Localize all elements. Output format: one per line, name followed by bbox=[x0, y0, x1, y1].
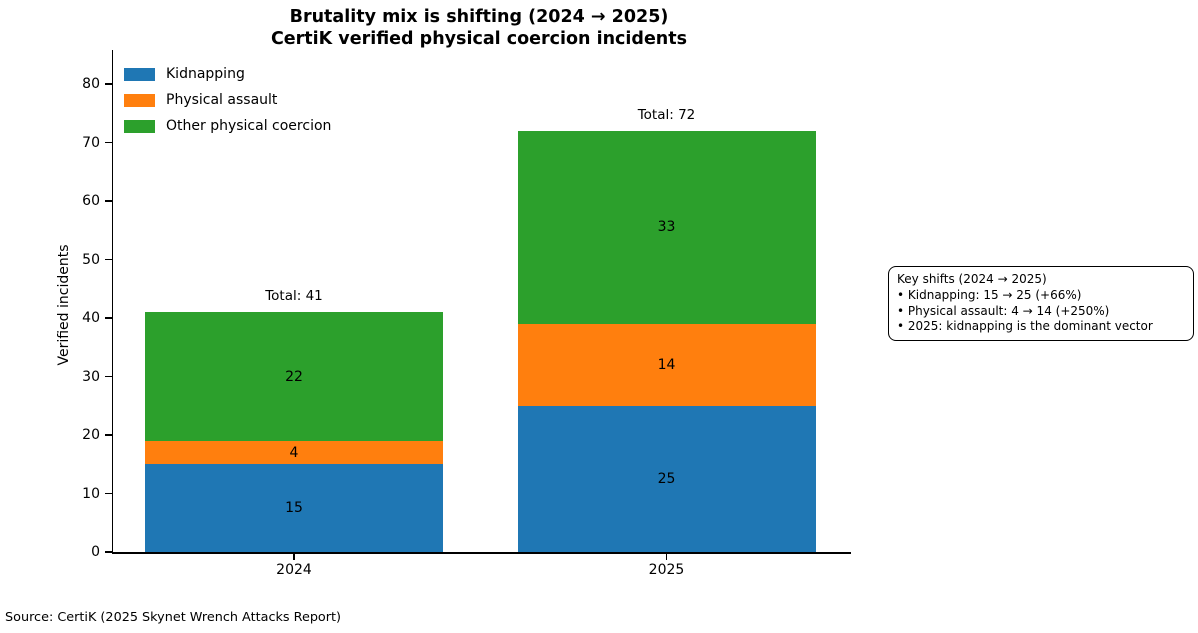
annotation-bullet: • 2025: kidnapping is the dominant vecto… bbox=[897, 319, 1153, 334]
bar-segment-physical-assault: 4 bbox=[145, 440, 443, 465]
y-tick bbox=[105, 200, 112, 202]
y-tick bbox=[105, 375, 112, 378]
source-note: Source: CertiK (2025 Skynet Wrench Attac… bbox=[5, 610, 342, 625]
y-tick-label: 20 bbox=[82, 427, 100, 443]
annotation-bullet: • Kidnapping: 15 → 25 (+66%) bbox=[897, 287, 1082, 302]
x-tick bbox=[293, 553, 295, 560]
y-tick bbox=[105, 492, 112, 495]
x-tick bbox=[665, 553, 668, 560]
legend-swatch-physical-assault bbox=[124, 93, 155, 107]
legend-swatch-kidnapping bbox=[124, 67, 155, 81]
x-tick-label: 2025 bbox=[648, 562, 685, 578]
legend-label: Physical assault bbox=[166, 92, 278, 108]
legend-item: Kidnapping bbox=[124, 66, 331, 82]
bar-segment-other-physical-coercion: 22 bbox=[145, 312, 443, 441]
chart-title-line1: Brutality mix is shifting (2024 → 2025) bbox=[289, 7, 669, 27]
legend-label: Kidnapping bbox=[166, 66, 245, 82]
x-axis-line bbox=[111, 552, 851, 554]
y-tick-label: 80 bbox=[82, 76, 100, 92]
y-tick bbox=[105, 434, 112, 436]
bar-segment-kidnapping: 15 bbox=[145, 464, 443, 552]
legend-label: Other physical coercion bbox=[166, 118, 332, 134]
y-tick-label: 60 bbox=[82, 193, 100, 209]
annotation-box: Key shifts (2024 → 2025) • Kidnapping: 1… bbox=[888, 266, 1194, 342]
y-tick bbox=[105, 551, 112, 553]
y-tick bbox=[105, 83, 112, 85]
annotation-title: Key shifts (2024 → 2025) bbox=[897, 272, 1047, 286]
y-tick bbox=[105, 317, 112, 319]
chart-title-line2: CertiK verified physical coercion incide… bbox=[270, 29, 688, 49]
bar-total-label: Total: 72 bbox=[637, 106, 696, 123]
legend-swatch-other-physical-coercion bbox=[124, 119, 155, 133]
bar-segment-kidnapping: 25 bbox=[517, 405, 816, 552]
bar-segment-label: 33 bbox=[657, 219, 676, 236]
bar-segment-label: 14 bbox=[657, 356, 676, 373]
y-tick-label: 30 bbox=[82, 368, 100, 385]
y-tick-label: 50 bbox=[82, 251, 100, 268]
bar-2024: 15 4 22 Total: 41 bbox=[145, 288, 443, 552]
bar-total-label: Total: 41 bbox=[265, 288, 323, 305]
bar-segment-physical-assault: 14 bbox=[517, 323, 816, 406]
y-tick-label: 40 bbox=[82, 310, 100, 326]
bar-2025: 25 14 33 Total: 72 bbox=[517, 107, 816, 552]
y-tick-label: 70 bbox=[82, 134, 100, 151]
annotation-bullet: • Physical assault: 4 → 14 (+250%) bbox=[897, 303, 1110, 318]
bar-segment-label: 22 bbox=[285, 368, 303, 385]
legend: Kidnapping Physical assault Other physical… bbox=[124, 66, 331, 134]
y-tick-label: 0 bbox=[91, 544, 100, 560]
bar-segment-label: 25 bbox=[657, 470, 676, 487]
bar-segment-label: 15 bbox=[285, 500, 303, 517]
chart-title: Brutality mix is shifting (2024 → 2025) … bbox=[79, 6, 879, 50]
legend-item: Physical assault bbox=[124, 92, 331, 108]
x-tick-label: 2024 bbox=[276, 562, 312, 578]
y-tick-label: 10 bbox=[82, 485, 100, 502]
y-tick bbox=[105, 258, 112, 261]
bar-segment-label: 4 bbox=[289, 444, 299, 461]
y-axis-line bbox=[111, 50, 113, 553]
y-tick bbox=[105, 141, 112, 144]
legend-item: Other physical coercion bbox=[124, 118, 331, 134]
bar-segment-other-physical-coercion: 33 bbox=[517, 130, 816, 324]
